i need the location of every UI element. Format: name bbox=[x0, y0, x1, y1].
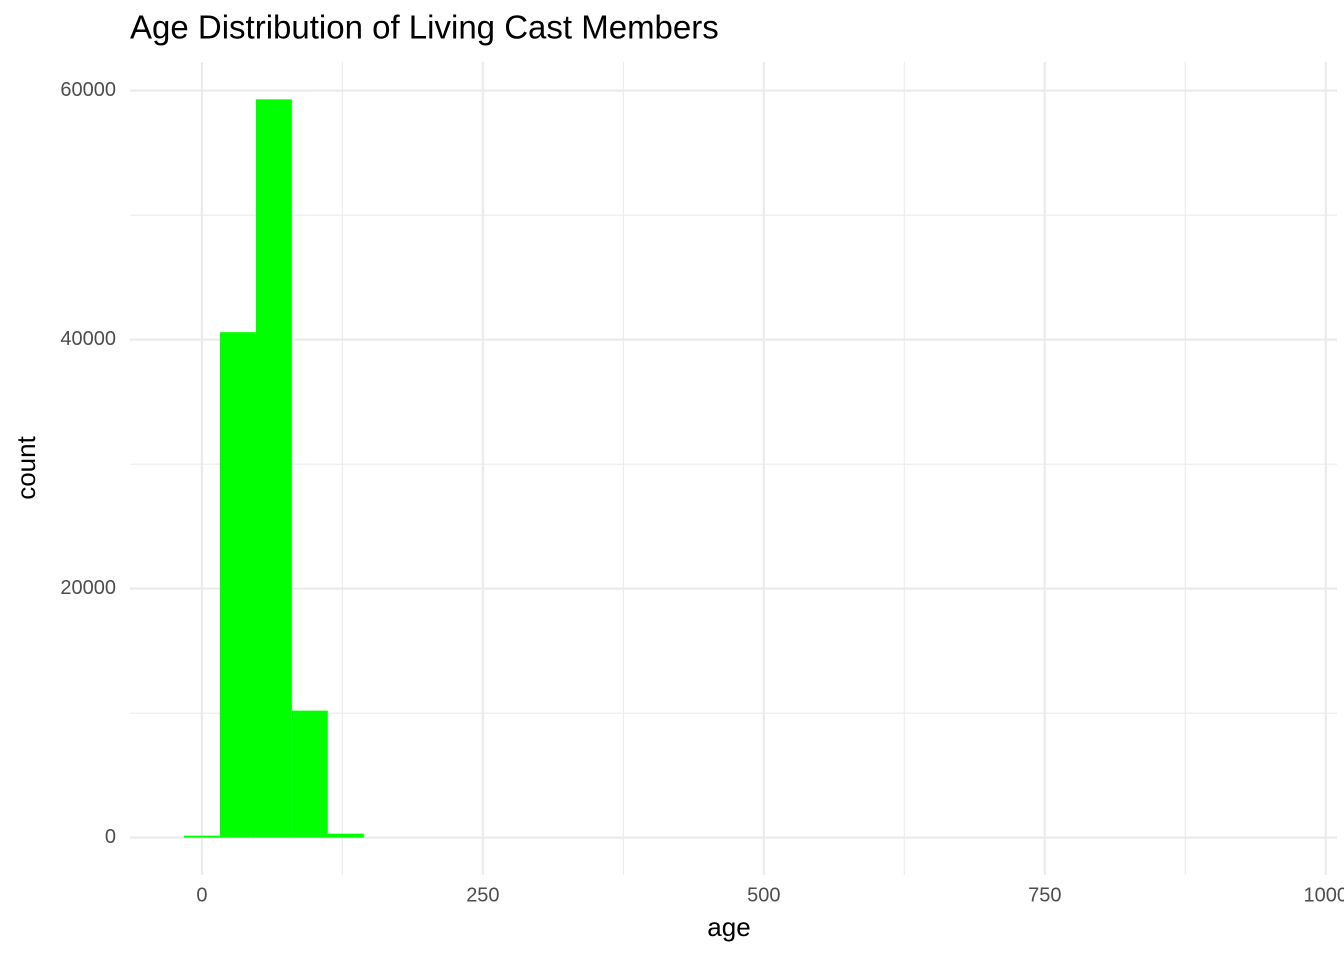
chart-title: Age Distribution of Living Cast Members bbox=[130, 9, 719, 46]
x-tick-label: 250 bbox=[466, 884, 499, 906]
bar bbox=[255, 99, 292, 838]
bar bbox=[183, 835, 220, 838]
bar bbox=[327, 833, 364, 838]
bar bbox=[219, 332, 256, 838]
x-tick-label: 500 bbox=[747, 884, 780, 906]
y-axis-title: count bbox=[11, 435, 41, 499]
y-tick-label: 60000 bbox=[60, 79, 116, 101]
x-tick-label: 0 bbox=[196, 884, 207, 906]
y-tick-label: 20000 bbox=[60, 577, 116, 599]
x-tick-label: 1000 bbox=[1304, 884, 1344, 906]
x-axis-title: age bbox=[707, 912, 750, 942]
bar bbox=[291, 710, 328, 838]
x-tick-label: 750 bbox=[1028, 884, 1061, 906]
y-tick-label: 40000 bbox=[60, 328, 116, 350]
y-tick-label: 0 bbox=[105, 826, 116, 848]
